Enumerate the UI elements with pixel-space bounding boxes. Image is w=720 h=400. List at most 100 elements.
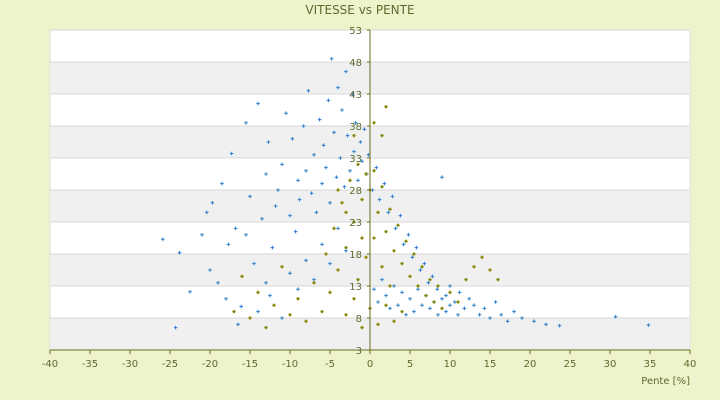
data-point-0 — [512, 309, 516, 314]
data-point-0 — [462, 306, 467, 311]
data-point-1 — [352, 296, 356, 301]
data-point-0 — [422, 261, 427, 266]
data-point-1 — [348, 178, 352, 183]
data-point-0 — [328, 201, 332, 205]
data-point-1 — [296, 296, 300, 301]
data-point-0 — [320, 242, 324, 247]
data-point-0 — [493, 300, 498, 304]
x-tick-label: -35 — [82, 359, 98, 370]
data-point-0 — [248, 194, 252, 199]
x-axis-label: Pente [%] — [641, 376, 690, 387]
data-point-0 — [276, 188, 280, 192]
data-point-0 — [436, 313, 440, 317]
data-point-0 — [239, 304, 243, 309]
data-point-0 — [177, 250, 182, 255]
data-point-1 — [384, 104, 388, 109]
data-point-0 — [266, 140, 271, 144]
data-point-0 — [340, 108, 344, 112]
data-point-1 — [352, 220, 356, 224]
data-point-1 — [428, 277, 432, 282]
data-point-0 — [362, 127, 367, 131]
x-tick-label: 0 — [367, 359, 373, 370]
data-point-1 — [360, 197, 364, 202]
data-point-0 — [412, 309, 416, 314]
data-point-0 — [382, 181, 387, 186]
data-point-0 — [297, 197, 302, 202]
data-point-0 — [336, 226, 340, 231]
data-point-1 — [412, 252, 416, 256]
data-point-1 — [344, 245, 348, 250]
data-point-0 — [374, 165, 379, 170]
data-point-1 — [264, 325, 268, 330]
data-point-0 — [329, 57, 334, 61]
data-point-0 — [336, 85, 340, 90]
data-point-0 — [613, 314, 618, 319]
data-point-0 — [264, 172, 268, 176]
data-point-0 — [345, 133, 350, 138]
data-point-1 — [404, 239, 408, 244]
data-point-0 — [428, 306, 432, 311]
data-point-0 — [301, 124, 306, 128]
y-tick-label: 33 — [349, 154, 362, 165]
data-point-0 — [376, 300, 380, 304]
data-point-0 — [408, 297, 412, 301]
data-point-0 — [400, 290, 404, 295]
data-point-0 — [270, 245, 275, 250]
data-point-0 — [372, 287, 376, 291]
data-point-1 — [364, 172, 368, 176]
data-point-1 — [416, 284, 420, 288]
data-point-0 — [324, 165, 328, 170]
data-point-1 — [472, 264, 476, 269]
data-point-1 — [380, 133, 384, 138]
data-point-0 — [352, 149, 356, 154]
data-point-1 — [392, 248, 396, 253]
data-point-0 — [205, 210, 209, 215]
data-point-0 — [304, 169, 308, 173]
data-point-0 — [393, 226, 398, 231]
x-tick-label: 40 — [684, 359, 697, 370]
data-point-0 — [256, 309, 260, 314]
data-point-1 — [392, 319, 396, 324]
data-point-0 — [440, 175, 444, 179]
x-tick-label: -15 — [242, 359, 258, 370]
x-tick-label: -25 — [162, 359, 178, 370]
data-point-1 — [408, 274, 412, 279]
data-point-1 — [356, 162, 360, 167]
x-tick-label: -10 — [282, 359, 298, 370]
data-point-0 — [444, 293, 448, 298]
data-point-0 — [456, 313, 460, 317]
data-point-1 — [372, 168, 376, 173]
data-point-0 — [388, 306, 392, 311]
x-tick-labels: -40 -35 -30 -25 -20 -15 -10 -5 0 5 10 15 20 25 30 35 40 — [42, 350, 697, 370]
data-point-1 — [280, 264, 284, 269]
data-point-0 — [288, 213, 292, 218]
data-point-0 — [252, 261, 256, 266]
data-point-0 — [353, 121, 358, 125]
data-point-0 — [398, 213, 403, 218]
data-point-1 — [360, 325, 364, 330]
data-point-1 — [400, 309, 404, 314]
data-point-0 — [386, 210, 391, 215]
data-point-1 — [304, 319, 308, 324]
data-point-1 — [448, 290, 452, 295]
x-tick-label: -40 — [42, 359, 58, 370]
data-point-0 — [332, 130, 336, 135]
data-point-0 — [488, 316, 492, 320]
data-point-0 — [273, 204, 278, 208]
data-point-1 — [332, 226, 336, 231]
data-point-0 — [350, 92, 355, 96]
data-point-0 — [499, 313, 503, 317]
data-point-0 — [244, 233, 248, 237]
data-point-1 — [380, 184, 384, 189]
data-point-0 — [220, 181, 224, 186]
data-point-0 — [280, 316, 284, 320]
data-point-0 — [342, 185, 347, 189]
data-point-0 — [309, 191, 314, 195]
x-tick-label: 35 — [644, 359, 657, 370]
y-tick-label: 8 — [356, 314, 362, 325]
data-point-0 — [467, 297, 471, 301]
data-point-0 — [293, 229, 298, 234]
data-point-0 — [390, 194, 395, 199]
data-point-0 — [410, 255, 415, 259]
